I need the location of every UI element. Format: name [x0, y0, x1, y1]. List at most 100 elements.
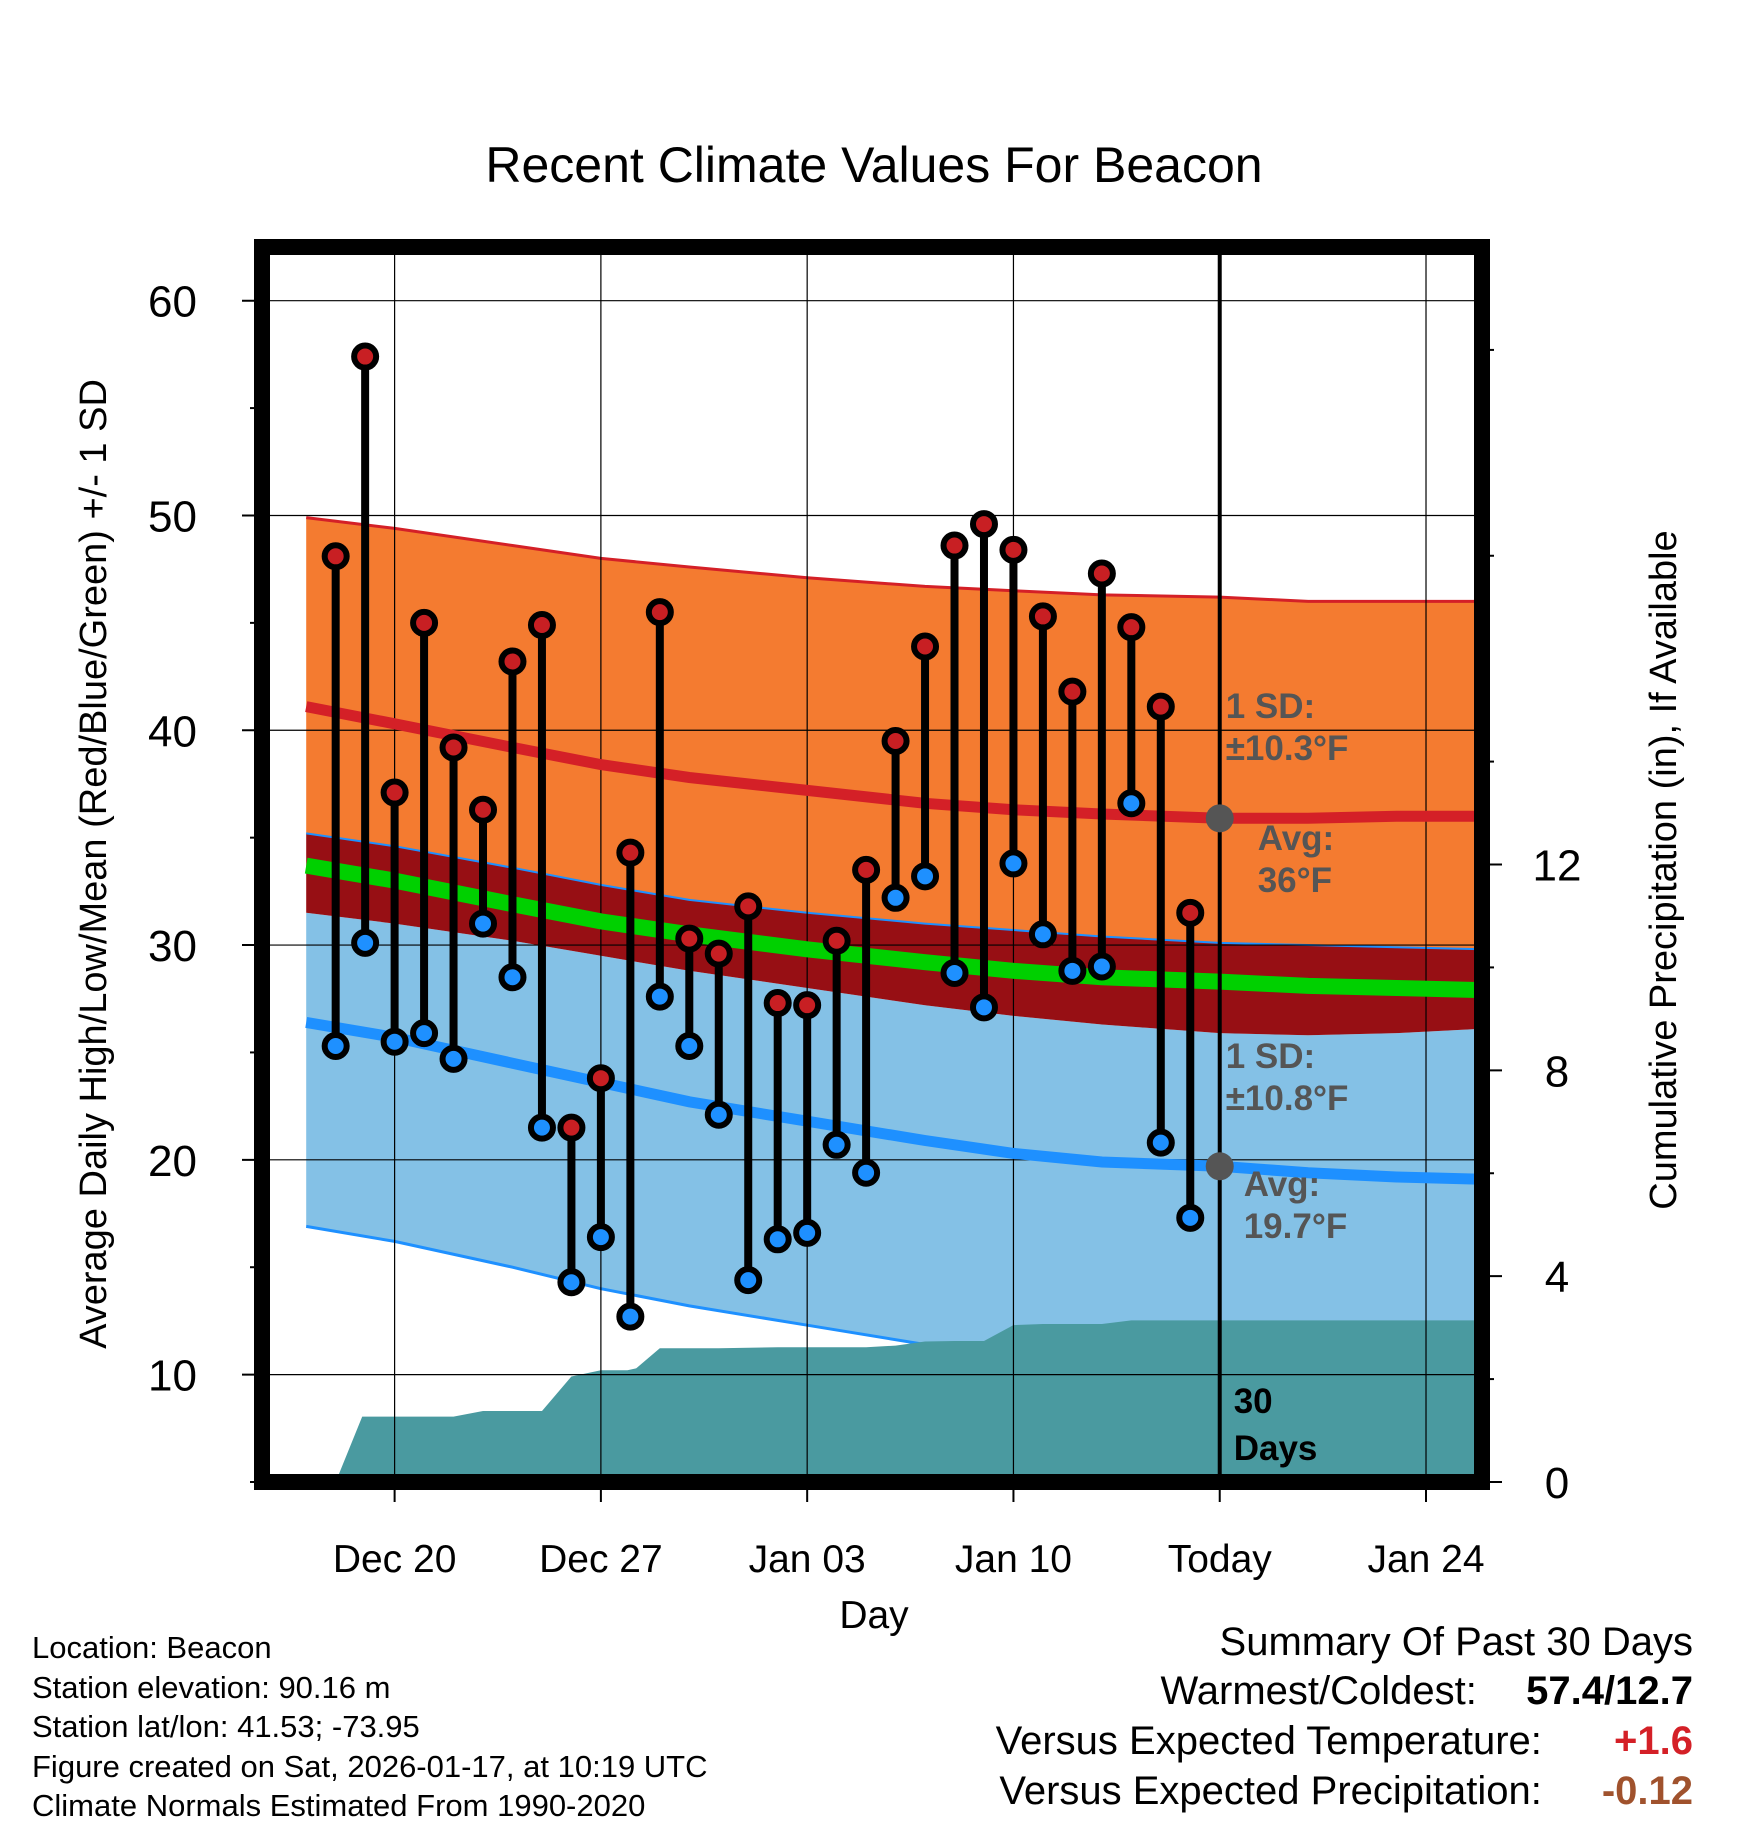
temp-label: Versus Expected Temperature:	[995, 1719, 1542, 1763]
low-point-16	[793, 1218, 822, 1247]
high-upper-edge	[306, 516, 1482, 603]
low-point-18	[852, 1158, 881, 1187]
high-point-0	[321, 542, 350, 571]
low-point-29	[1176, 1203, 1205, 1232]
y2-tick-label-1: 4	[1545, 1253, 1569, 1302]
high-point-20	[911, 632, 940, 661]
low-avg-value: 19.7°F	[1244, 1207, 1348, 1246]
high-point-8	[557, 1113, 586, 1142]
window-days-unit: Days	[1234, 1429, 1318, 1468]
precip-area	[318, 1320, 1482, 1482]
low-point-9	[586, 1223, 615, 1252]
high-point-7	[527, 611, 556, 640]
high-point-19	[881, 727, 910, 755]
y-tick-label-5: 60	[148, 278, 197, 327]
high-point-29	[1176, 898, 1205, 927]
high-point-11	[645, 598, 674, 627]
low-point-13	[704, 1100, 733, 1129]
x-tick-label-3: Jan 10	[955, 1538, 1072, 1581]
high-point-16	[793, 991, 822, 1020]
high-avg-marker	[1205, 804, 1234, 833]
low-sd-value: ±10.8°F	[1226, 1079, 1349, 1118]
created-text: Figure created on Sat, 2026-01-17, at 10…	[32, 1748, 708, 1784]
low-point-28	[1146, 1128, 1175, 1157]
low-point-24	[1028, 920, 1057, 949]
high-point-9	[586, 1064, 615, 1093]
axes: 10 20 30 40 50 60 0 4 8 12 Dec 20 Dec 27 Jan 03 Jan 1…	[148, 278, 1581, 1581]
high-point-25	[1058, 677, 1087, 706]
low-point-10	[616, 1302, 645, 1331]
x-tick-label-4: Today	[1168, 1538, 1273, 1581]
warm-cold-row: Warmest/Coldest: 57.4/12.7	[996, 1666, 1694, 1716]
high-point-1	[351, 342, 380, 371]
temp-value: +1.6	[1614, 1719, 1693, 1763]
chart-title: Recent Climate Values For Beacon	[485, 137, 1262, 193]
latlon-text: Station lat/lon: 41.53; -73.95	[32, 1709, 420, 1744]
low-point-20	[911, 862, 940, 891]
y-tick-label-2: 30	[148, 922, 197, 971]
low-point-0	[321, 1031, 350, 1060]
y-tick-label-0: 10	[148, 1352, 197, 1401]
x-tick-label-5: Jan 24	[1367, 1538, 1484, 1581]
temp-row: Versus Expected Temperature: +1.6	[996, 1716, 1693, 1766]
precip-label: Versus Expected Precipitation:	[999, 1769, 1542, 1813]
low-avg-marker	[1205, 1152, 1234, 1181]
high-sd-label: 1 SD:	[1226, 687, 1315, 726]
station-info: Location: Beacon Station elevation: 90.1…	[32, 1628, 708, 1826]
high-avg-label: Avg:	[1258, 819, 1334, 858]
low-point-14	[734, 1266, 763, 1295]
low-point-3	[410, 1019, 439, 1048]
location-text: Location: Beacon	[32, 1630, 272, 1665]
high-point-24	[1028, 602, 1057, 631]
elevation-text: Station elevation: 90.16 m	[32, 1669, 391, 1705]
summary-title: Summary Of Past 30 Days	[1219, 1620, 1693, 1664]
low-avg-label: Avg:	[1244, 1165, 1320, 1204]
low-point-1	[351, 928, 380, 957]
low-point-25	[1058, 956, 1087, 985]
low-point-23	[999, 849, 1028, 878]
y2-tick-label-0: 0	[1545, 1459, 1569, 1508]
low-point-21	[940, 958, 969, 987]
high-point-13	[704, 939, 733, 968]
y-tick-label-4: 50	[148, 492, 197, 541]
high-sd-value: ±10.3°F	[1226, 729, 1349, 768]
x-axis-label: Day	[839, 1594, 909, 1637]
high-point-6	[498, 647, 527, 676]
high-point-21	[940, 531, 969, 560]
low-point-19	[881, 883, 910, 912]
window-days-number: 30	[1234, 1382, 1273, 1421]
low-point-17	[822, 1130, 851, 1159]
high-avg-value: 36°F	[1258, 861, 1332, 900]
high-point-10	[616, 838, 645, 867]
high-point-15	[763, 989, 792, 1018]
y-tick-label-1: 20	[148, 1137, 197, 1186]
summary-panel: Summary Of Past 30 Days Warmest/Coldest:…	[996, 1618, 1693, 1816]
y-axis-label: Average Daily High/Low/Mean (Red/Blue/Gr…	[73, 379, 115, 1349]
low-point-5	[469, 909, 498, 938]
low-point-27	[1117, 789, 1146, 818]
low-point-15	[763, 1225, 792, 1254]
high-point-22	[969, 510, 998, 539]
low-point-26	[1087, 952, 1116, 981]
x-tick-label-0: Dec 20	[333, 1538, 457, 1581]
high-point-5	[469, 795, 498, 824]
low-point-4	[439, 1044, 468, 1073]
high-point-28	[1146, 692, 1175, 721]
x-tick-label-1: Dec 27	[539, 1538, 663, 1581]
high-point-4	[439, 733, 468, 762]
high-point-2	[380, 778, 409, 807]
high-point-26	[1087, 559, 1116, 588]
low-avg-line	[305, 1016, 1482, 1185]
low-point-8	[557, 1268, 586, 1297]
precip-value: -0.12	[1601, 1769, 1693, 1813]
y2-tick-label-2: 8	[1545, 1047, 1569, 1096]
y-tick-label-3: 40	[148, 707, 197, 756]
high-point-23	[999, 535, 1028, 564]
high-point-3	[410, 608, 439, 637]
high-point-27	[1117, 613, 1146, 642]
high-point-14	[734, 892, 763, 921]
low-point-11	[645, 982, 674, 1011]
precip-row: Versus Expected Precipitation: -0.12	[996, 1766, 1693, 1816]
